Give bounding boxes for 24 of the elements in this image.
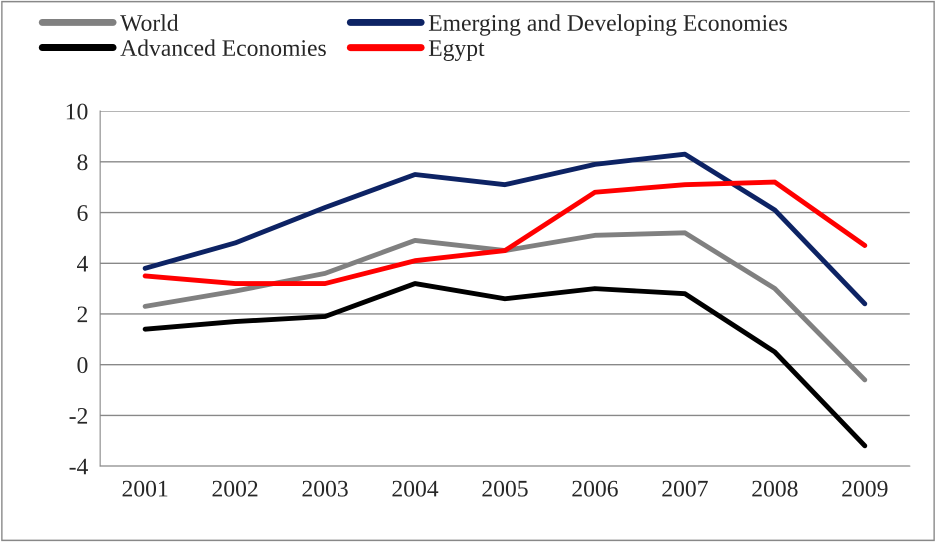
x-tick-label: 2009 — [842, 480, 888, 497]
line-series — [142, 152, 868, 306]
y-tick-label: 8 — [77, 154, 88, 170]
y-tick-label: 6 — [78, 205, 88, 221]
y-tick-label: -4 — [70, 458, 88, 474]
legend-label: World — [120, 14, 178, 32]
y-tick-label: 0 — [77, 357, 88, 374]
y-tick-label: 4 — [77, 256, 88, 272]
y-tick-label: -2 — [70, 408, 88, 424]
x-tick-label: 2006 — [572, 480, 618, 497]
x-tick-label: 2005 — [482, 480, 528, 497]
line-series — [142, 281, 868, 448]
x-tick-label: 2008 — [752, 480, 798, 497]
line-series — [142, 180, 868, 286]
x-tick-label: 2003 — [302, 480, 348, 497]
y-tick-label: 10 — [66, 104, 88, 120]
legend-label: Emerging and Developing Economies — [428, 14, 787, 36]
legend-label: Advanced Economies — [120, 39, 326, 56]
x-tick-label: 2007 — [662, 480, 708, 497]
y-tick-label: 2 — [78, 306, 88, 322]
x-tick-label: 2001 — [122, 480, 168, 497]
legend-label: Egypt — [428, 40, 484, 61]
x-tick-label: 2004 — [392, 480, 438, 497]
x-tick-label: 2002 — [212, 480, 258, 497]
